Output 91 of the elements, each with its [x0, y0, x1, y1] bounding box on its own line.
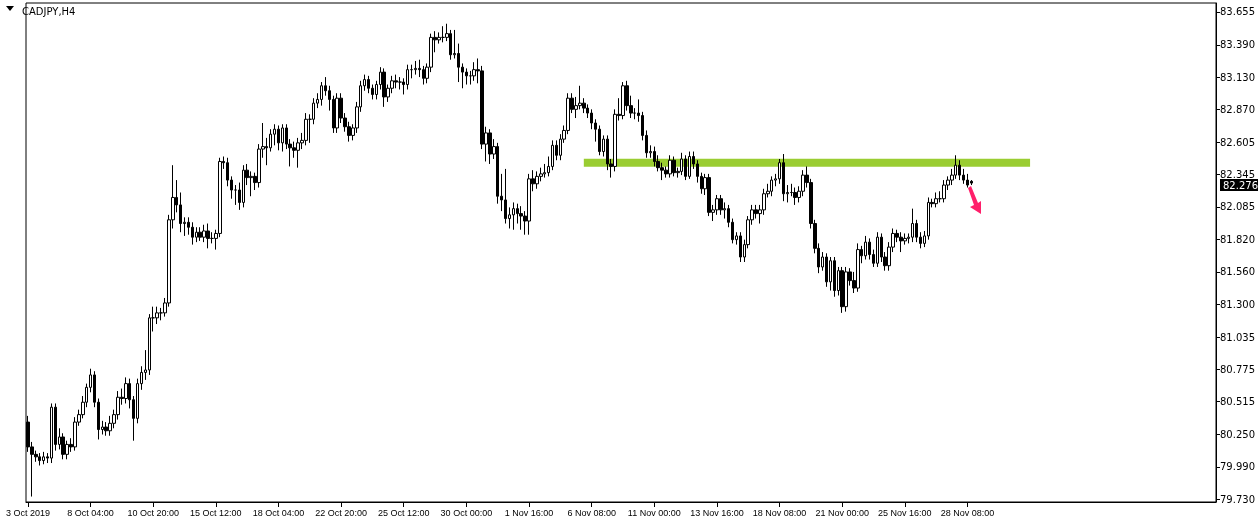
candlestick	[844, 266, 848, 313]
x-tick-label: 21 Nov 00:00	[815, 507, 869, 518]
candlestick	[296, 137, 300, 169]
candlestick	[958, 159, 961, 181]
candlestick	[394, 74, 398, 89]
y-tick-label: 80.515	[1220, 396, 1256, 408]
candlestick	[234, 184, 237, 206]
candlestick	[770, 175, 773, 197]
candlestick	[191, 221, 194, 246]
candlestick	[707, 173, 711, 217]
y-tick-label: 83.130	[1220, 71, 1256, 83]
candlestick	[535, 170, 539, 190]
x-tick-label: 25 Nov 16:00	[878, 507, 932, 518]
text: 82.276	[1223, 179, 1258, 191]
x-tick-label: 1 Nov 16:00	[504, 507, 554, 518]
candlestick	[739, 231, 742, 263]
candlestick	[833, 256, 836, 298]
candlestick	[335, 92, 339, 134]
x-tick-label: 18 Nov 08:00	[752, 507, 807, 518]
candlestick	[441, 25, 445, 43]
candlestick	[488, 128, 492, 165]
candlestick	[277, 124, 280, 151]
candlestick	[688, 151, 691, 180]
candlestick	[281, 123, 284, 153]
x-tick-label: 18 Oct 04:00	[252, 507, 305, 518]
x-tick-label: 15 Oct 12:00	[190, 507, 242, 518]
candlestick	[864, 235, 867, 261]
y-tick-label: 79.990	[1220, 461, 1256, 473]
candlestick	[934, 192, 938, 208]
candlestick	[472, 61, 476, 82]
x-tick-label: 10 Oct 20:00	[127, 507, 179, 518]
candlestick	[653, 146, 656, 167]
candlestick	[320, 81, 323, 107]
candlestick	[124, 376, 128, 404]
candlestick	[911, 208, 914, 243]
y-tick-label: 81.560	[1220, 266, 1256, 278]
x-tick-label: 13 Nov 16:00	[690, 507, 744, 518]
x-tick-label: 22 Oct 20:00	[315, 507, 367, 518]
candlestick	[668, 154, 672, 179]
x-tick-label: 3 Oct 2019	[5, 507, 50, 518]
candlestick	[414, 60, 417, 76]
y-tick-label: 80.250	[1220, 428, 1256, 440]
candlestick	[465, 67, 468, 86]
candlestick	[840, 266, 844, 314]
candlestick	[50, 402, 53, 464]
candlestick	[899, 231, 903, 253]
candlestick	[304, 112, 308, 146]
y-tick-label: 83.390	[1220, 39, 1256, 51]
y-tick-label: 82.870	[1220, 103, 1256, 115]
candlestick	[42, 451, 45, 465]
candlestick	[512, 201, 515, 231]
y-tick-label: 82.345	[1220, 169, 1256, 180]
candlestick	[782, 153, 785, 202]
candlestick	[719, 194, 723, 216]
y-tick-label: 79.730	[1220, 493, 1256, 505]
candlestick	[195, 226, 198, 243]
chart-title: CADJPY,H4	[22, 5, 76, 17]
candlestick	[680, 152, 683, 176]
y-tick-label: 81.820	[1220, 234, 1256, 246]
candlestick	[621, 81, 625, 120]
candlestick	[406, 64, 409, 90]
candlestick	[198, 226, 202, 242]
candlestick	[942, 179, 946, 203]
candlestick	[856, 242, 860, 293]
candlestick	[527, 173, 531, 236]
y-tick-label: 80.775	[1220, 363, 1256, 375]
candlestick	[876, 231, 879, 268]
x-tick-label: 25 Oct 12:00	[377, 507, 430, 518]
candlestick	[684, 154, 687, 181]
candlestick	[672, 156, 676, 177]
x-tick-label: 28 Nov 08:00	[940, 507, 995, 518]
x-tick-label: 11 Nov 00:00	[627, 507, 681, 518]
candlestick	[504, 168, 507, 225]
candlestick	[61, 432, 65, 460]
x-tick-label: 6 Nov 08:00	[567, 507, 616, 518]
candlestick	[519, 205, 523, 231]
x-tick-label: 30 Oct 00:00	[440, 507, 493, 518]
candlestick	[206, 223, 210, 249]
candlestick	[398, 76, 402, 90]
candlestick	[793, 187, 797, 206]
y-tick-label: 82.085	[1220, 201, 1256, 213]
y-tick-label: 81.300	[1220, 298, 1256, 310]
candlestick	[38, 452, 41, 467]
candlestick	[825, 252, 828, 288]
y-tick-label: 83.655	[1220, 6, 1256, 18]
x-tick-label: 8 Oct 04:00	[67, 507, 114, 518]
candlestick	[242, 164, 245, 208]
y-tick-label: 81.035	[1220, 331, 1256, 343]
candlestick	[382, 67, 386, 108]
candlestick	[966, 173, 969, 189]
y-tick-label: 82.605	[1220, 136, 1256, 148]
